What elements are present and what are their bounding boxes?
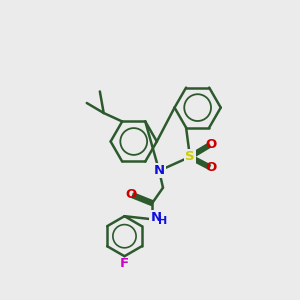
Text: O: O xyxy=(206,161,217,174)
Text: S: S xyxy=(185,150,195,164)
Text: N: N xyxy=(151,211,162,224)
Text: O: O xyxy=(206,138,217,151)
Text: H: H xyxy=(158,216,168,226)
Text: O: O xyxy=(125,188,136,201)
Text: N: N xyxy=(154,164,165,177)
Text: F: F xyxy=(120,257,129,270)
